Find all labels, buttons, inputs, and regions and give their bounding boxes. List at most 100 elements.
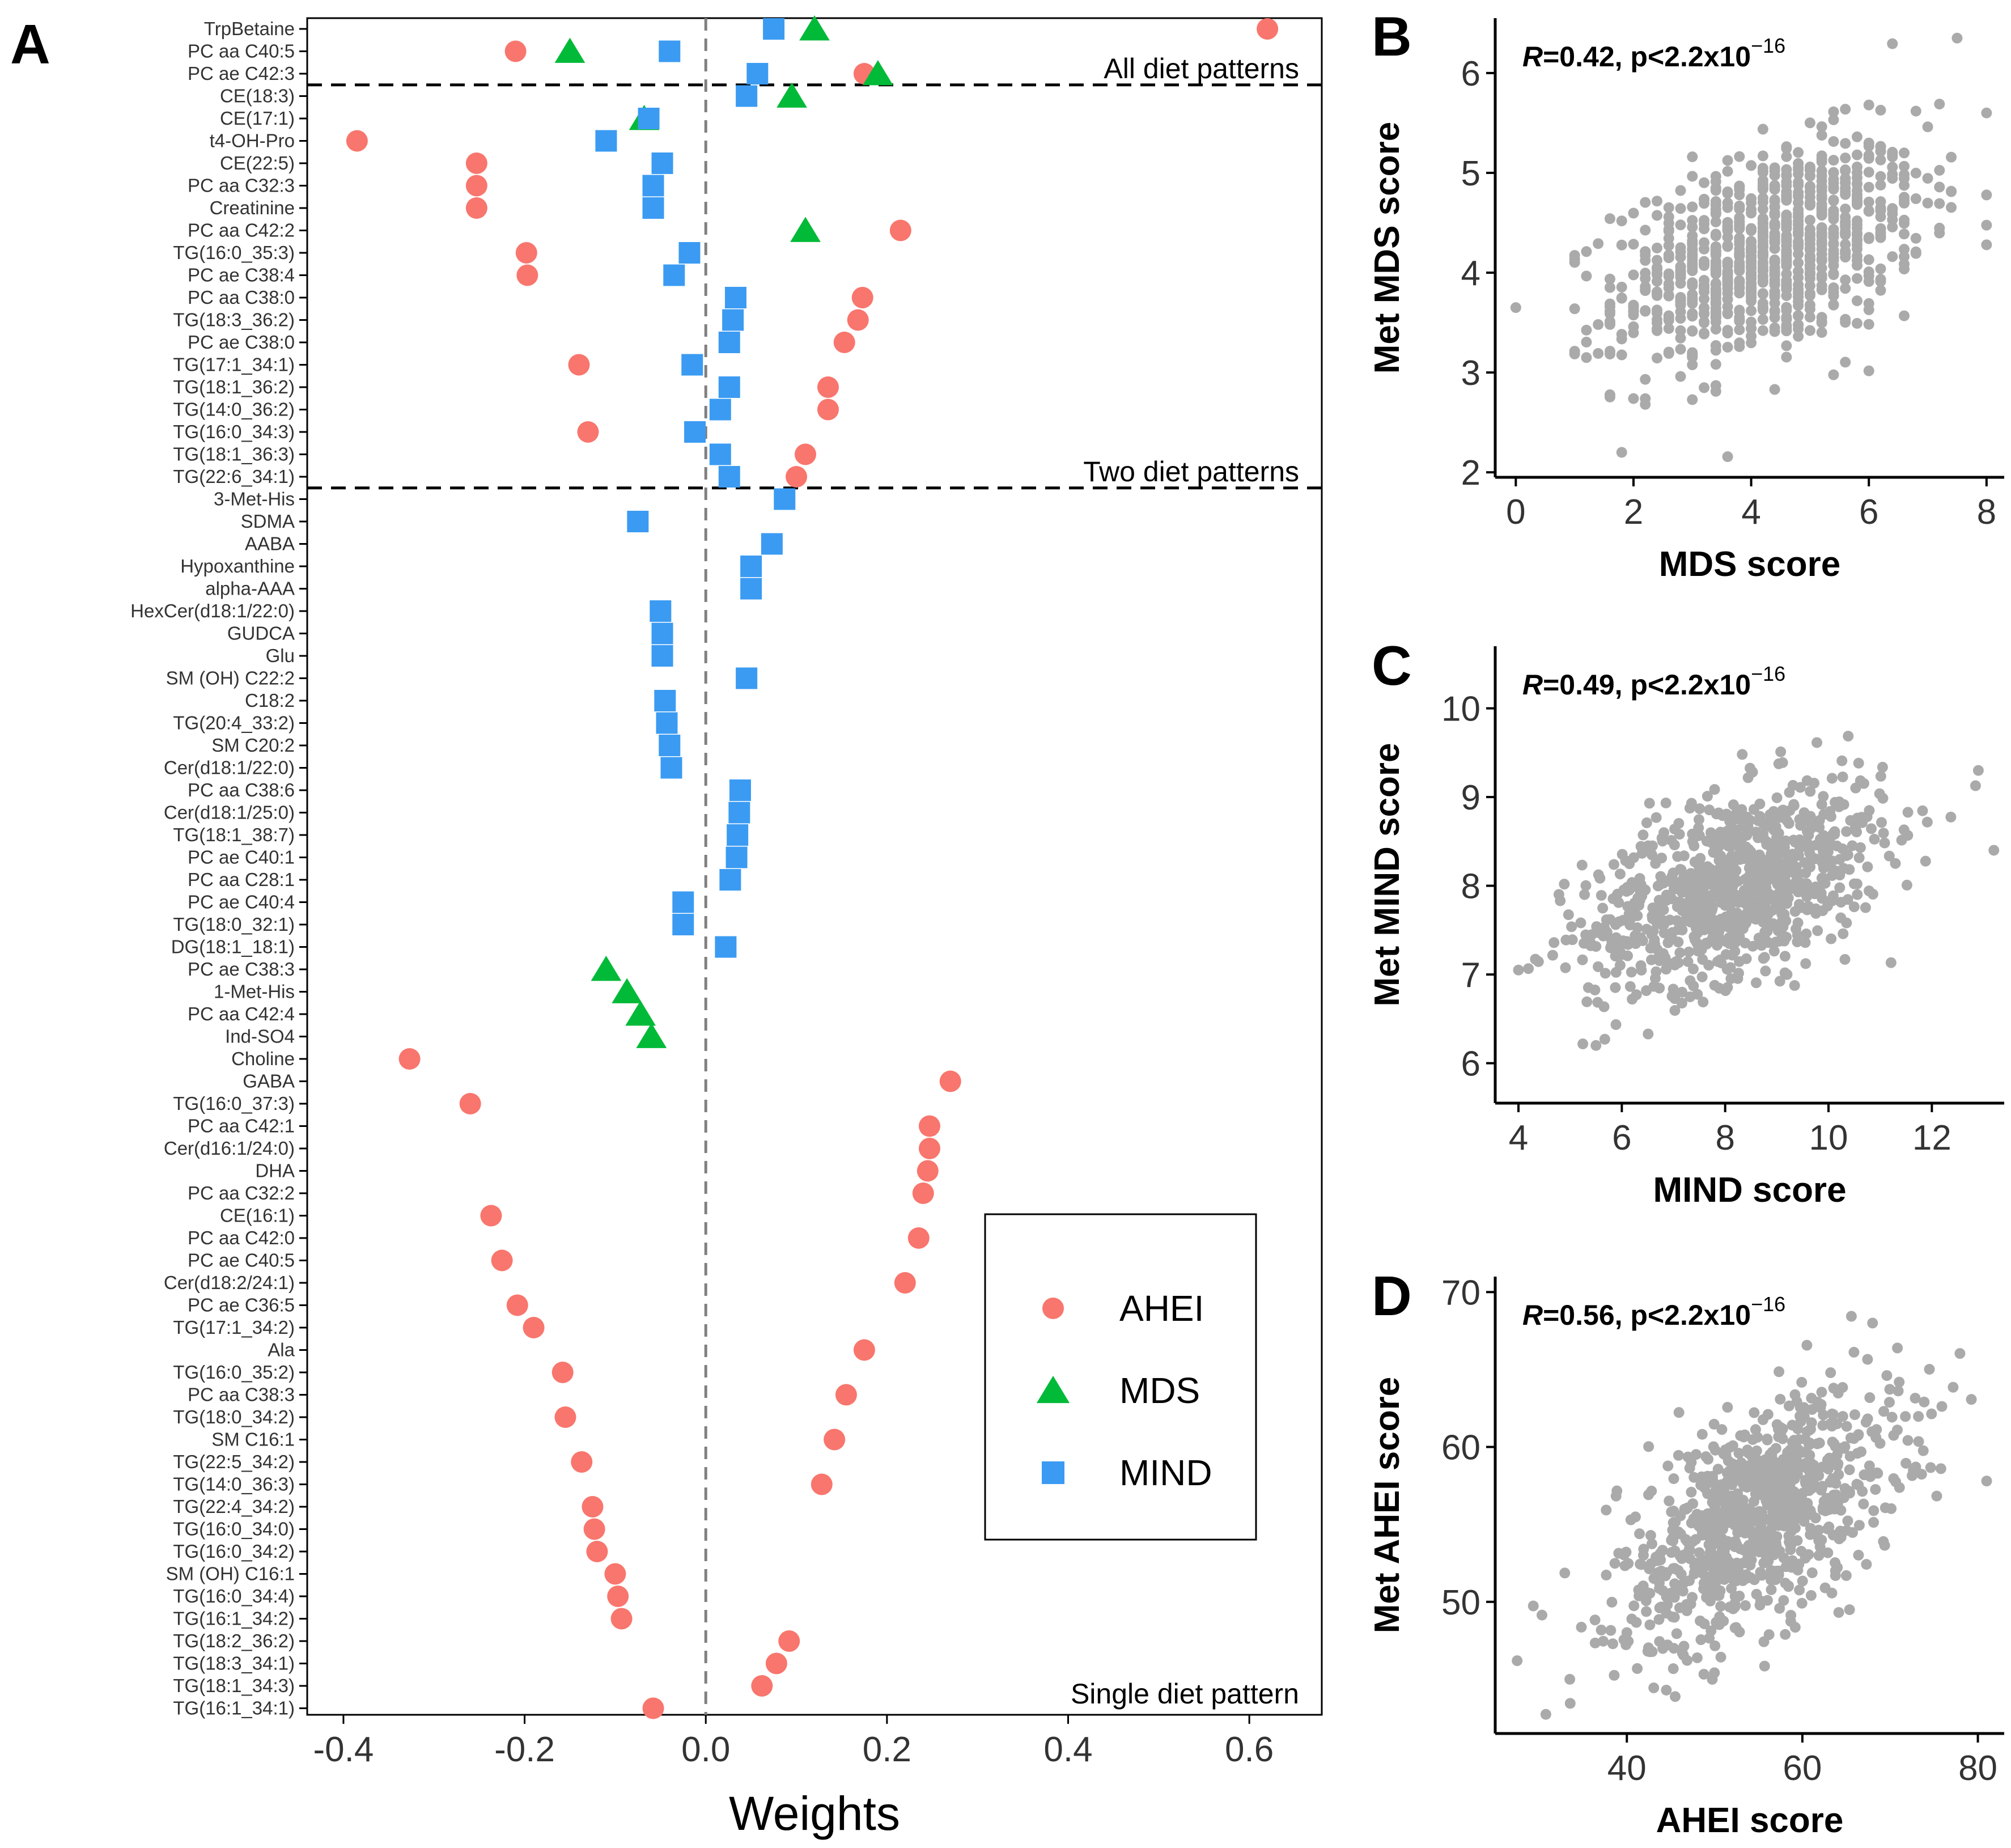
scatter-point	[1661, 1567, 1673, 1578]
scatter-point	[1581, 336, 1592, 347]
scatter-point	[1830, 796, 1841, 808]
mds-point	[799, 15, 830, 41]
scatter-point	[1746, 858, 1757, 870]
ahei-point	[817, 399, 839, 421]
scatter-point	[1917, 1445, 1929, 1456]
scatter-point	[1801, 904, 1813, 915]
scatter-point	[1641, 1606, 1652, 1617]
legend-label: MIND	[1119, 1452, 1212, 1493]
scatter-point	[1711, 1617, 1722, 1628]
scatter-point	[1548, 937, 1560, 948]
scatter-point	[1739, 1429, 1750, 1440]
scatter-point	[1822, 1547, 1834, 1558]
scatter-point	[1547, 950, 1558, 961]
scatter-point	[1768, 1549, 1779, 1561]
scatter-point	[1752, 1431, 1763, 1443]
scatter-point	[1687, 171, 1698, 182]
correlation-annotation: R=0.56, p<2.2x10−16	[1522, 1292, 1785, 1331]
metabolite-label: TG(18:0_32:1)	[173, 914, 295, 935]
scatter-point	[1804, 847, 1815, 858]
stat-symbol: R	[1522, 669, 1543, 701]
scatter-point	[1510, 302, 1521, 313]
scatter-point	[1646, 1485, 1657, 1497]
scatter-point	[1616, 239, 1627, 251]
scatter-point	[1830, 865, 1842, 876]
scatter-point	[1825, 1367, 1836, 1379]
scatter-point	[1851, 215, 1862, 227]
scatter-point	[1708, 1441, 1719, 1452]
stat-value: =0.49, p<2.2x10	[1543, 669, 1751, 701]
scatter-point	[1696, 971, 1708, 982]
scatter-point	[1823, 1521, 1835, 1533]
scatter-point	[1707, 865, 1719, 876]
scatter-point	[1733, 1448, 1745, 1459]
scatter-point	[1742, 1515, 1753, 1527]
scatter-point	[1709, 784, 1720, 795]
scatter-point	[1746, 900, 1758, 912]
scatter-point	[1610, 1490, 1622, 1502]
scatter-point	[1673, 936, 1684, 948]
scatter-point	[1712, 1464, 1724, 1475]
metabolite-label: SM C16:1	[211, 1429, 295, 1450]
scatter-point	[1666, 1533, 1678, 1545]
scatter-point	[1698, 1578, 1709, 1589]
scatter-point	[1722, 256, 1733, 268]
scatter-point	[1790, 1436, 1801, 1447]
metabolite-label: PC aa C32:3	[188, 175, 295, 196]
ahei-point	[853, 1339, 875, 1361]
scatter-point	[1853, 852, 1865, 863]
metabolite-label: TG(17:1_34:1)	[173, 354, 295, 375]
scatter-point	[1865, 1471, 1876, 1482]
scatter-point	[1730, 1567, 1742, 1578]
scatter-point	[1734, 151, 1745, 162]
scatter-point	[1732, 890, 1743, 901]
scatter-point	[1804, 280, 1815, 291]
scatter-point	[1793, 210, 1804, 222]
scatter-point	[1753, 815, 1764, 826]
scatter-point	[1840, 104, 1851, 115]
scatter-point	[1801, 775, 1813, 786]
scatter-point	[1666, 835, 1677, 846]
scatter-point	[1832, 1498, 1843, 1509]
scatter-point	[1686, 1486, 1697, 1498]
scatter-point	[1671, 1628, 1682, 1639]
scatter-point	[1699, 328, 1710, 340]
ahei-point	[939, 1070, 961, 1092]
scatter-point	[1579, 889, 1590, 900]
ahei-point	[907, 1227, 930, 1249]
metabolite-label: TG(16:0_34:0)	[173, 1519, 295, 1540]
scatter-point	[1651, 243, 1662, 254]
mds-point	[625, 1001, 656, 1026]
scatter-point	[1762, 1434, 1773, 1446]
scatter-point	[1793, 319, 1804, 330]
scatter-point	[1675, 264, 1686, 275]
scatter-point	[1874, 788, 1885, 799]
scatter-point	[1530, 953, 1541, 965]
ahei-point	[786, 466, 808, 488]
scatter-point	[1699, 382, 1710, 393]
mind-point	[672, 891, 694, 913]
scatter-point	[1781, 143, 1792, 154]
scatter-point	[1609, 1669, 1620, 1681]
scatter-point	[1640, 224, 1651, 236]
weight-points	[346, 15, 1279, 1719]
scatter-point	[1794, 1584, 1805, 1596]
scatter-point	[1762, 1409, 1774, 1420]
scatter-point	[1816, 799, 1827, 810]
scatter-point	[1899, 310, 1910, 321]
scatter-point	[1675, 219, 1686, 231]
metabolite-label: C18:2	[245, 690, 295, 711]
scatter-point	[1593, 319, 1604, 330]
scatter-point	[1851, 131, 1862, 142]
scatter-point	[1698, 1668, 1709, 1680]
scatter-point	[1628, 327, 1639, 338]
mind-point	[736, 85, 758, 107]
scatter-point	[1775, 1511, 1787, 1523]
scatter-point	[1656, 853, 1668, 864]
scatter-point	[1771, 863, 1783, 874]
scatter-point	[1828, 268, 1839, 279]
scatter-point	[1613, 936, 1624, 947]
scatter-point	[1766, 1584, 1777, 1595]
scatter-point	[1848, 1433, 1860, 1444]
scatter-point	[1840, 357, 1851, 368]
